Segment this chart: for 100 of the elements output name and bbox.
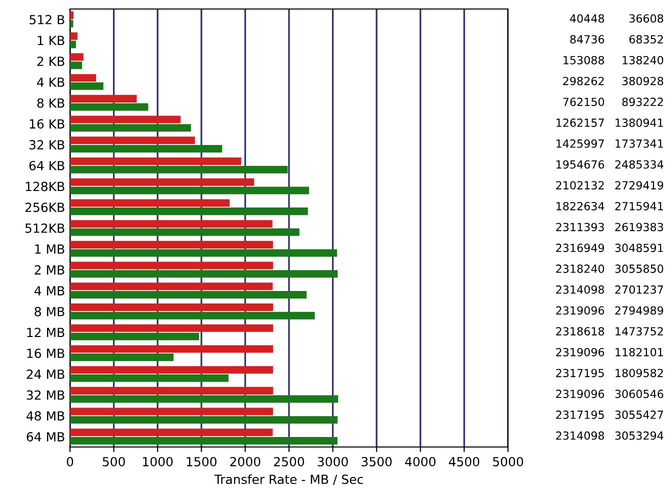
text: 762150 [563, 98, 604, 106]
bar [70, 32, 78, 40]
y-tick-label: 48 MB [26, 411, 64, 421]
bar [70, 178, 254, 186]
text: 1425997 [556, 139, 604, 148]
bar [70, 345, 274, 353]
y-tick-label: 24 MB [26, 369, 64, 379]
text: 2485334 [615, 160, 664, 169]
y-tick-label: 512 B [30, 14, 64, 24]
text: 153088 [564, 56, 604, 64]
x-tick-label: 0 [66, 456, 74, 466]
bar [70, 354, 174, 362]
y-tick-label: 1 MB [35, 244, 64, 254]
bar [70, 94, 137, 102]
text: 1380941 [616, 118, 663, 127]
bar [70, 74, 96, 82]
bar [70, 304, 274, 312]
x-axis-title: Transfer Rate - MB / Sec [214, 474, 363, 486]
text: 2311393 [556, 222, 604, 232]
x-tick-label: 4000 [405, 456, 436, 466]
bar [70, 20, 74, 28]
bar [70, 199, 230, 207]
bar [70, 166, 288, 174]
y-tick-label: 4 KB [37, 78, 64, 87]
bar [70, 270, 338, 278]
y-tick-label: 32 KB [29, 140, 64, 150]
bar [70, 12, 74, 20]
text: 3055427 [615, 410, 663, 419]
bar [70, 366, 273, 374]
bar [70, 208, 308, 216]
text: 2729419 [615, 181, 664, 190]
x-tick-label: 3500 [362, 456, 392, 466]
y-tick-label: 8 MB [34, 306, 64, 316]
text: 3048591 [615, 244, 663, 252]
text: 2794989 [615, 306, 664, 315]
bar [70, 374, 229, 382]
bar [70, 332, 200, 340]
bar [70, 158, 242, 166]
bar [70, 395, 338, 403]
bar [70, 324, 274, 332]
bar [70, 408, 273, 416]
x-tick-label: 4500 [448, 456, 480, 466]
y-tick-label: 8 KB [37, 98, 64, 108]
x-tick-label: 2500 [274, 456, 304, 466]
text: 2701237 [615, 285, 663, 294]
y-tick-label: 16 MB [27, 348, 64, 358]
text: 3053294 [615, 431, 664, 440]
y-tick-label: 16 KB [30, 119, 64, 129]
y-tick-label: 64 KB [29, 160, 64, 170]
bar [70, 53, 84, 61]
bar [70, 103, 148, 111]
text: 2619383 [615, 222, 664, 232]
text: 2319096 [556, 390, 604, 398]
bar [70, 144, 222, 152]
text: 298262 [563, 76, 604, 86]
bar [70, 40, 76, 48]
x-tick-label: 5000 [493, 456, 524, 466]
bar [70, 312, 315, 320]
bar [70, 282, 273, 290]
text: 1182101 [616, 348, 663, 356]
text: 2318240 [556, 264, 604, 273]
bar [70, 249, 338, 257]
bar [70, 240, 273, 248]
y-tick-label: 4 MB [34, 286, 64, 296]
bar [70, 416, 338, 424]
x-tick-label: 1500 [186, 456, 216, 466]
text: 2102132 [556, 181, 604, 190]
y-tick-label: 32 MB [26, 390, 64, 400]
bar [70, 262, 274, 270]
bar [70, 428, 273, 436]
text: 2314098 [556, 285, 604, 294]
x-tick-label: 2000 [230, 456, 260, 466]
text: 1737341 [616, 139, 663, 148]
y-tick-label: 256KB [25, 202, 64, 212]
text: 1954676 [556, 160, 604, 169]
text: 2318618 [556, 327, 604, 336]
text: 2715941 [615, 202, 663, 210]
bar [70, 124, 191, 132]
y-tick-label: 512KB [25, 223, 64, 233]
text: 138240 [622, 56, 664, 64]
y-tick-label: 64 MB [26, 432, 64, 442]
text: 1473752 [616, 327, 663, 336]
text: 2314098 [556, 431, 604, 440]
text: 3055850 [615, 264, 664, 273]
bar [70, 62, 82, 70]
text: 68352 [629, 35, 663, 44]
text: 1822634 [556, 202, 604, 210]
text: 893222 [622, 98, 663, 106]
x-tick-label: 1000 [143, 456, 173, 466]
text: 2319096 [556, 348, 604, 356]
bar [70, 220, 272, 228]
bar [70, 116, 181, 124]
text: 3060546 [615, 390, 664, 398]
bar [70, 290, 307, 298]
text: 40448 [570, 14, 604, 23]
bar [70, 82, 104, 90]
y-tick-label: 2 MB [34, 265, 64, 274]
y-tick-label: 12 MB [27, 328, 64, 338]
text: 1262157 [556, 118, 604, 127]
text: 2317195 [556, 368, 604, 378]
